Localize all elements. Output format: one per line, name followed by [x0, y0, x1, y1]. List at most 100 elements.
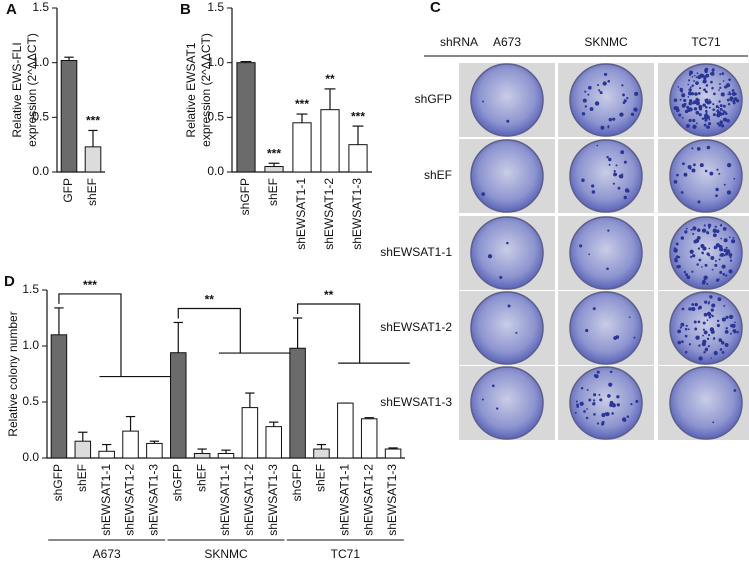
colony: [596, 370, 600, 374]
colony: [719, 224, 723, 227]
colony: [617, 186, 621, 190]
colony: [673, 180, 678, 184]
colony: [684, 334, 688, 338]
colony: [731, 239, 736, 244]
colony: [706, 231, 710, 235]
colony: [673, 250, 676, 252]
colony: [726, 249, 729, 252]
colony: [693, 320, 697, 324]
colony: [708, 301, 711, 304]
colony: [680, 322, 685, 327]
colony: [688, 101, 693, 106]
colony: [690, 228, 693, 231]
colony: [631, 113, 635, 116]
colony: [677, 340, 682, 345]
colony: [723, 254, 726, 257]
colony: [680, 191, 684, 194]
colony: [678, 113, 682, 117]
colony: [574, 411, 577, 414]
colony: [719, 348, 723, 351]
colony: [676, 265, 680, 269]
colony: [499, 275, 503, 279]
row-label: shEF: [424, 168, 452, 182]
colony: [699, 163, 704, 168]
colony: [487, 254, 493, 259]
colony: [704, 105, 708, 109]
colony: [705, 109, 708, 113]
colony: [608, 117, 613, 122]
group-label: TC71: [331, 547, 361, 561]
colony: [721, 351, 725, 354]
colony: [728, 78, 731, 82]
colony: [703, 224, 706, 227]
colony: [492, 384, 495, 388]
colony: [713, 92, 716, 96]
y-tick-label: 0.5: [207, 110, 224, 124]
colony: [683, 172, 688, 177]
y-tick-label: 1.0: [22, 338, 39, 352]
colony: [584, 105, 587, 108]
colony: [704, 169, 708, 173]
colony: [685, 227, 688, 230]
colony: [712, 233, 717, 238]
colony: [691, 147, 694, 150]
colony: [718, 100, 721, 103]
colony: [732, 101, 736, 105]
colony: [589, 107, 594, 111]
colony: [506, 241, 509, 245]
colony: [703, 330, 708, 335]
colony: [682, 162, 685, 166]
colony: [704, 67, 709, 72]
colony: [704, 300, 708, 304]
colony: [600, 125, 605, 130]
colony: [582, 98, 587, 103]
colony: [723, 183, 726, 186]
colony: [706, 125, 710, 129]
colony: [701, 252, 704, 255]
bar: [313, 448, 330, 459]
colony: [679, 98, 682, 101]
colony: [726, 98, 730, 102]
colony: [692, 254, 696, 258]
row-label: shEWSAT1-3: [380, 395, 452, 409]
colony: [515, 331, 518, 334]
colony: [718, 123, 722, 127]
colony: [622, 93, 625, 97]
colony: [619, 174, 624, 179]
panel-letter: A: [6, 1, 17, 18]
colony: [579, 401, 584, 406]
colony: [685, 324, 688, 327]
plate: [569, 216, 643, 290]
colony: [587, 85, 592, 90]
colony: [688, 99, 693, 103]
colony: [611, 403, 616, 408]
colony: [732, 236, 735, 239]
colony: [686, 105, 690, 109]
colony: [706, 283, 709, 286]
colony: [689, 167, 692, 170]
colony: [675, 108, 680, 113]
colony: [723, 111, 726, 114]
colony: [705, 84, 709, 87]
colony: [701, 281, 706, 285]
colony: [699, 87, 702, 90]
colony: [728, 252, 733, 257]
colony: [696, 72, 699, 75]
colony: [694, 327, 698, 331]
colony: [716, 323, 721, 328]
y-tick-label: 1.5: [22, 282, 39, 296]
colony: [674, 257, 677, 261]
plate: [470, 366, 544, 440]
colony: [687, 96, 690, 98]
colony: [722, 80, 725, 82]
colony: [724, 343, 729, 347]
y-axis-label: expression (2^ΔΔCT): [199, 33, 213, 147]
colony: [708, 315, 712, 319]
colony: [706, 100, 711, 105]
colony: [729, 332, 732, 335]
colony: [698, 258, 702, 262]
colony: [690, 255, 693, 259]
colony: [676, 106, 679, 109]
colony: [718, 338, 723, 343]
colony: [694, 238, 700, 243]
